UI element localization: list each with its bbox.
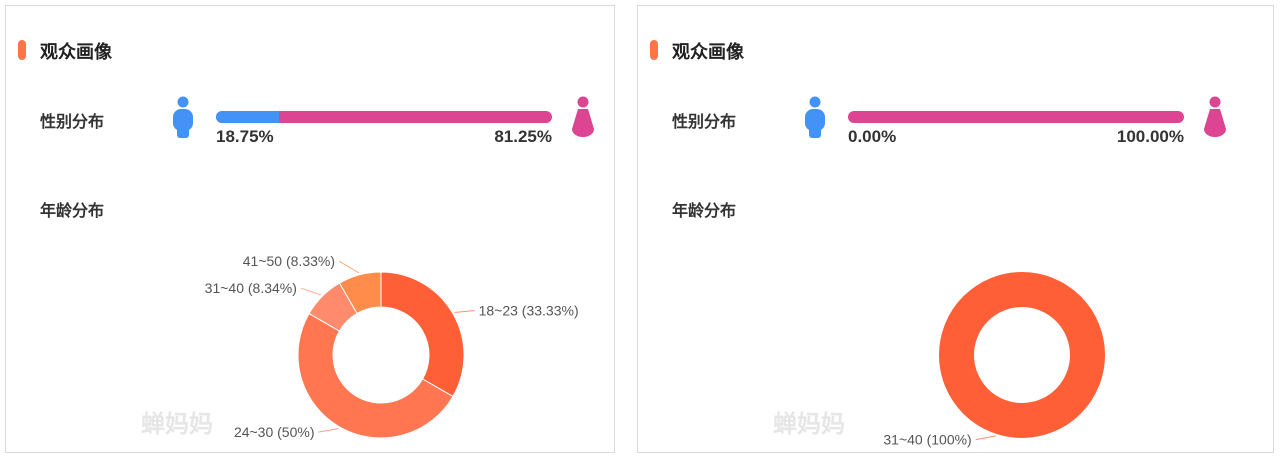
- male-bar-fill: [216, 111, 279, 123]
- female-percent: 100.00%: [1116, 127, 1184, 146]
- age-label: 年龄分布: [672, 203, 737, 220]
- female-icon: [572, 96, 594, 137]
- label-leader-line: [975, 435, 996, 441]
- age-donut-chart: 18~23 (33.33%) 24~30 (50%) 31~40 (8.34%) 41…: [205, 253, 579, 440]
- gender-bar: [216, 111, 552, 123]
- donut-slice-18~23[interactable]: [380, 271, 465, 398]
- age-donut-chart: 31~40 (100%): [883, 272, 1105, 448]
- label-leader-line: [454, 309, 475, 313]
- male-percent: 0.00%: [848, 127, 897, 146]
- donut-slice-24~30[interactable]: [297, 312, 454, 439]
- donut-label: 31~40 (8.34%): [205, 280, 297, 296]
- audience-panel-2: 观众画像 性别分布 0.00% 100.00% 年龄分布 蝉妈妈 31~40 (…: [637, 5, 1274, 453]
- watermark: 蝉妈妈: [773, 411, 845, 438]
- watermark: 蝉妈妈: [141, 411, 213, 438]
- title-accent-bar: [650, 40, 658, 60]
- panel-title: 观众画像: [672, 42, 744, 62]
- label-leader-line: [338, 260, 360, 274]
- donut-label: 18~23 (33.33%): [479, 302, 579, 318]
- panel-title: 观众画像: [40, 42, 112, 62]
- female-percent: 81.25%: [494, 127, 552, 146]
- title-accent-bar: [18, 40, 26, 60]
- age-label: 年龄分布: [40, 203, 105, 220]
- label-leader-line: [300, 287, 322, 296]
- donut-slice-31~40[interactable]: [939, 272, 1105, 438]
- audience-panel-1: 观众画像 性别分布 18.75% 81.25% 年龄分布 蝉妈妈 18~23 (…: [5, 5, 615, 453]
- donut-label: 31~40 (100%): [883, 432, 971, 448]
- gender-label: 性别分布: [40, 114, 105, 131]
- donut-label: 24~30 (50%): [234, 424, 315, 440]
- male-percent: 18.75%: [216, 127, 274, 146]
- donut-label: 41~50 (8.33%): [243, 253, 335, 269]
- male-icon: [173, 96, 193, 138]
- female-icon: [1204, 96, 1226, 137]
- gender-label: 性别分布: [672, 114, 737, 131]
- donut-slice-41~50[interactable]: [338, 271, 382, 315]
- male-icon: [805, 96, 825, 138]
- label-leader-line: [318, 428, 339, 433]
- gender-bar: [848, 111, 1184, 123]
